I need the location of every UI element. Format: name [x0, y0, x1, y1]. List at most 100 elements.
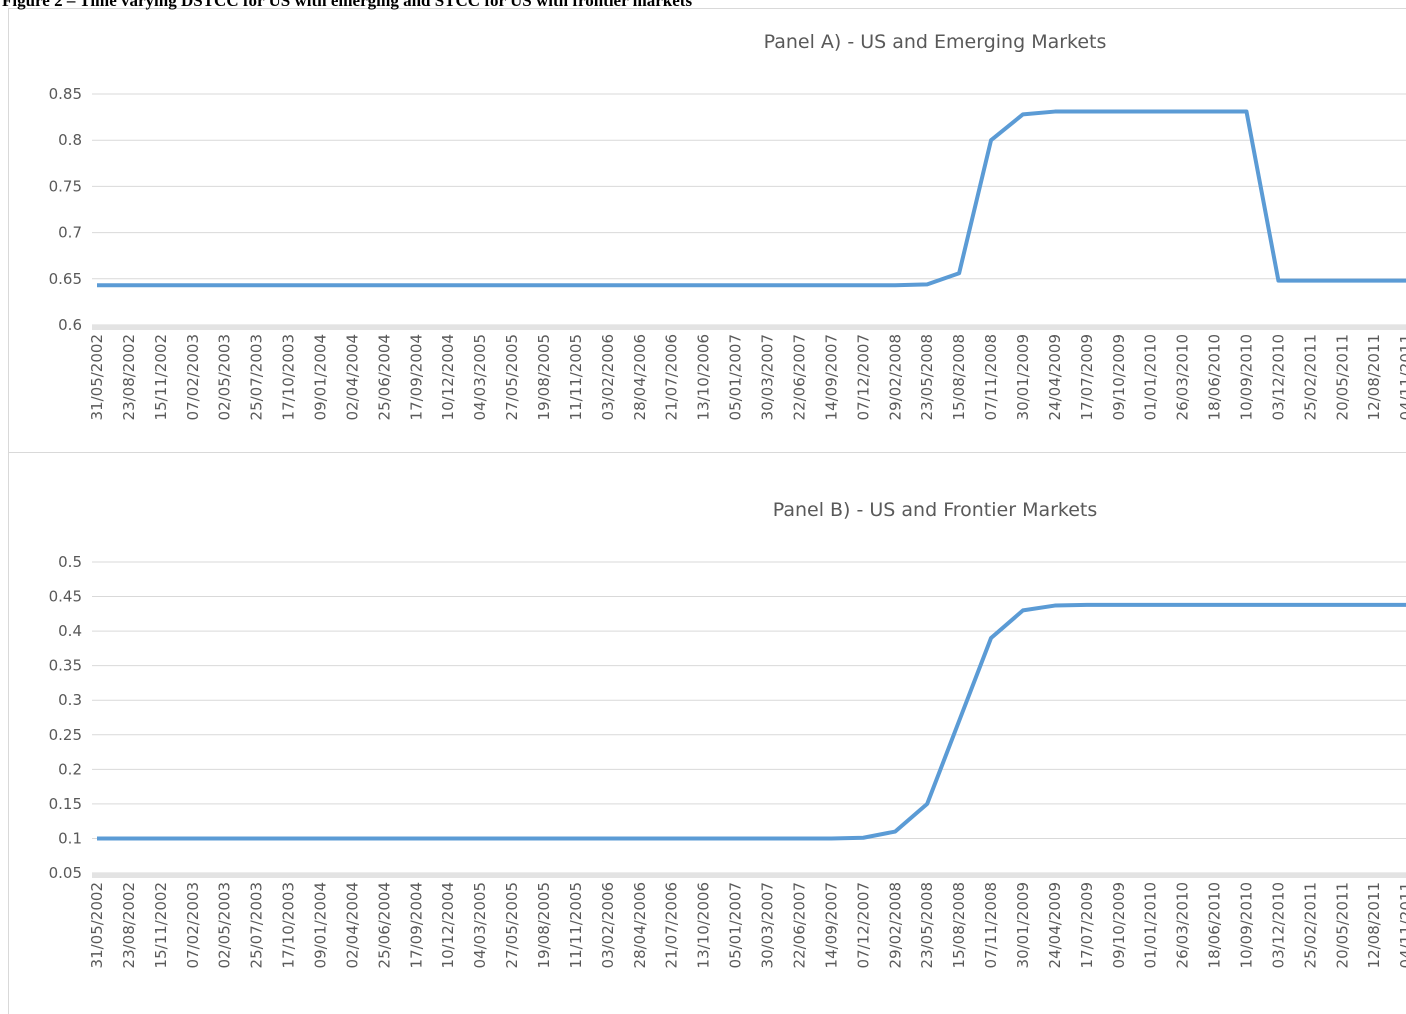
y-tick-label: 0.1	[58, 829, 82, 847]
x-tick-label: 30/03/2007	[759, 882, 777, 968]
y-tick-label: 0.2	[58, 760, 82, 778]
x-tick-label: 27/05/2005	[503, 334, 521, 420]
x-tick-label: 22/06/2007	[790, 882, 808, 968]
x-tick-label: 09/10/2009	[1110, 882, 1128, 968]
x-tick-label: 17/09/2004	[407, 334, 425, 420]
figure-caption: Figure 2 – Time varying DSTCC for US wit…	[2, 0, 692, 10]
y-tick-label: 0.35	[49, 657, 82, 675]
line	[97, 602, 1406, 841]
x-tick-label: 30/01/2009	[1014, 334, 1032, 420]
x-tick-label: 02/05/2003	[216, 882, 234, 968]
x-tick-label: 19/08/2005	[535, 882, 553, 968]
x-tick-label: 09/01/2004	[312, 882, 330, 968]
x-tick-label: 20/05/2011	[1333, 334, 1351, 420]
x-tick-label: 02/04/2004	[343, 882, 361, 968]
x-tick-label: 15/08/2008	[950, 882, 968, 968]
x-tick-label: 21/07/2006	[663, 334, 681, 420]
x-tick-label: 02/05/2003	[216, 334, 234, 420]
y-tick-label: 0.05	[49, 864, 82, 882]
x-tick-label: 17/07/2009	[1078, 334, 1096, 420]
y-tick-label: 0.25	[49, 726, 82, 744]
x-tick-label: 10/12/2004	[439, 334, 457, 420]
x-tick-label: 09/01/2004	[312, 334, 330, 420]
x-tick-label: 17/10/2003	[280, 882, 298, 968]
x-tick-label: 05/01/2007	[727, 882, 745, 968]
x-axis-band	[92, 873, 1406, 878]
x-tick-label: 07/12/2007	[854, 334, 872, 420]
x-tick-label: 23/05/2008	[918, 334, 936, 420]
x-tick-label: 25/06/2004	[375, 334, 393, 420]
x-tick-label: 11/11/2005	[567, 334, 585, 420]
x-tick-label: 31/05/2002	[88, 882, 106, 968]
x-tick-label: 13/10/2006	[695, 882, 713, 968]
x-tick-label: 15/11/2002	[152, 882, 170, 968]
x-tick-label: 17/10/2003	[280, 334, 298, 420]
x-tick-label: 11/11/2005	[567, 882, 585, 968]
x-tick-label: 13/10/2006	[695, 334, 713, 420]
x-tick-label: 24/04/2009	[1046, 334, 1064, 420]
y-tick-label: 0.75	[49, 177, 82, 195]
x-tick-label: 23/08/2002	[120, 334, 138, 420]
y-tick-label: 0.85	[49, 85, 82, 103]
x-tick-label: 12/08/2011	[1365, 334, 1383, 420]
x-tick-label: 09/10/2009	[1110, 334, 1128, 420]
x-tick-label: 26/03/2010	[1174, 882, 1192, 968]
y-tick-label: 0.45	[49, 588, 82, 606]
x-tick-label: 04/11/2011	[1397, 334, 1406, 420]
x-tick-label: 30/03/2007	[759, 334, 777, 420]
x-tick-label: 02/04/2004	[343, 334, 361, 420]
x-tick-label: 25/06/2004	[375, 882, 393, 968]
x-tick-label: 19/08/2005	[535, 334, 553, 420]
x-tick-label: 25/07/2003	[248, 882, 266, 968]
x-tick-label: 25/07/2003	[248, 334, 266, 420]
x-tick-label: 26/03/2010	[1174, 334, 1192, 420]
x-tick-label: 15/11/2002	[152, 334, 170, 420]
x-tick-label: 17/07/2009	[1078, 882, 1096, 968]
x-tick-label: 23/08/2002	[120, 882, 138, 968]
x-tick-label: 04/03/2005	[471, 882, 489, 968]
x-tick-label: 03/02/2006	[599, 882, 617, 968]
x-tick-label: 14/09/2007	[822, 882, 840, 968]
panel-frame	[8, 452, 1406, 1014]
x-tick-label: 07/11/2008	[982, 334, 1000, 420]
y-tick-label: 0.8	[58, 131, 82, 149]
x-tick-label: 10/12/2004	[439, 882, 457, 968]
x-tick-label: 24/04/2009	[1046, 882, 1064, 968]
x-tick-label: 03/02/2006	[599, 334, 617, 420]
x-tick-label: 04/03/2005	[471, 334, 489, 420]
y-tick-label: 0.5	[58, 553, 82, 571]
x-tick-label: 20/05/2011	[1333, 882, 1351, 968]
x-tick-label: 07/02/2003	[184, 882, 202, 968]
x-tick-label: 14/09/2007	[822, 334, 840, 420]
x-tick-label: 18/06/2010	[1206, 882, 1224, 968]
x-tick-label: 31/05/2002	[88, 334, 106, 420]
x-tick-label: 28/04/2006	[631, 882, 649, 968]
y-tick-label: 0.65	[49, 270, 82, 288]
x-tick-label: 25/02/2011	[1301, 334, 1319, 420]
x-tick-label: 30/01/2009	[1014, 882, 1032, 968]
chart-title: Panel A) - US and Emerging Markets	[764, 31, 1107, 53]
x-tick-label: 22/06/2007	[790, 334, 808, 420]
x-tick-label: 03/12/2010	[1269, 334, 1287, 420]
x-tick-label: 07/12/2007	[854, 882, 872, 968]
y-tick-label: 0.6	[58, 316, 82, 334]
line	[97, 109, 1406, 288]
x-tick-label: 17/09/2004	[407, 882, 425, 968]
x-tick-label: 03/12/2010	[1269, 882, 1287, 968]
x-tick-label: 01/01/2010	[1142, 882, 1160, 968]
y-tick-label: 0.4	[58, 622, 82, 640]
y-tick-label: 0.7	[58, 224, 82, 242]
x-tick-label: 07/11/2008	[982, 882, 1000, 968]
x-tick-label: 27/05/2005	[503, 882, 521, 968]
x-tick-label: 12/08/2011	[1365, 882, 1383, 968]
chart-title: Panel B) - US and Frontier Markets	[773, 499, 1098, 521]
x-tick-label: 01/01/2010	[1142, 334, 1160, 420]
x-tick-label: 29/02/2008	[886, 334, 904, 420]
x-tick-label: 05/01/2007	[727, 334, 745, 420]
x-tick-label: 28/04/2006	[631, 334, 649, 420]
y-tick-label: 0.15	[49, 795, 82, 813]
x-tick-label: 25/02/2011	[1301, 882, 1319, 968]
x-tick-label: 15/08/2008	[950, 334, 968, 420]
x-axis-band	[92, 325, 1406, 330]
